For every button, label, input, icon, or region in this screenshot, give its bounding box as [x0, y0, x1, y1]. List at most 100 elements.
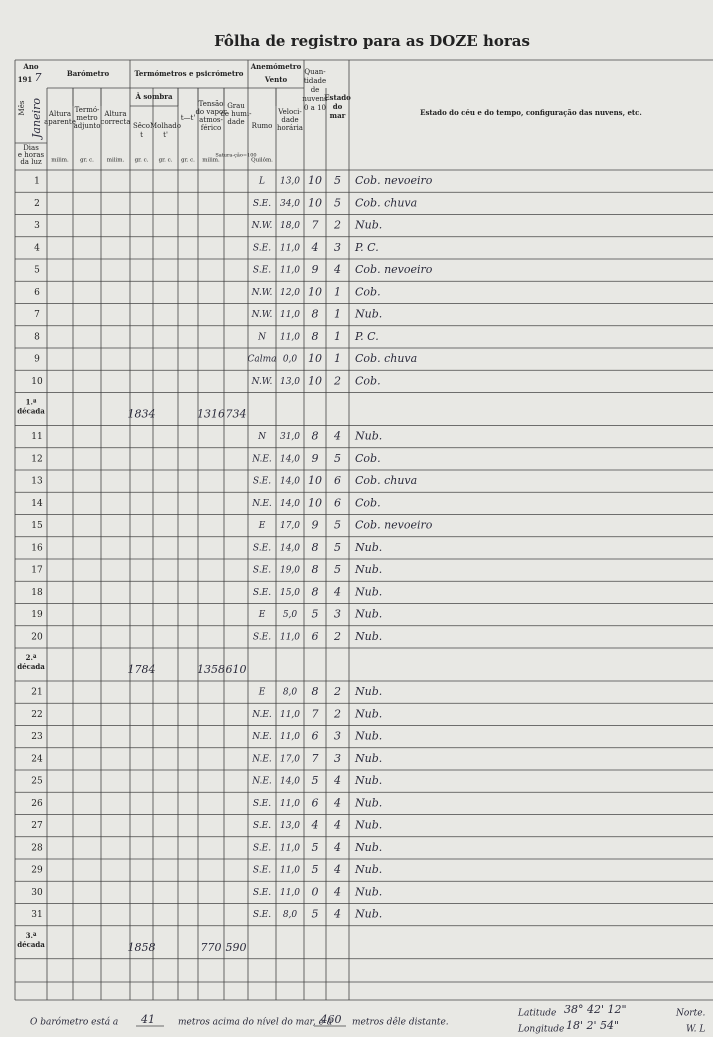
label: Quilóm.	[251, 157, 273, 164]
label: S.E.	[253, 799, 271, 809]
label: 3	[334, 730, 341, 743]
label: Veloci-	[277, 108, 302, 116]
label: Barómetro	[67, 69, 110, 78]
label: Nub.	[354, 730, 382, 743]
label: 8	[312, 585, 319, 598]
label: 9	[312, 452, 319, 465]
label: N.W.	[251, 288, 273, 298]
label: P. C.	[354, 241, 379, 254]
label: 734	[226, 408, 247, 421]
label: 1.ª	[26, 398, 37, 407]
label: 8	[312, 685, 319, 698]
label: E	[258, 688, 266, 698]
label: 19	[31, 610, 43, 620]
label: 11,0	[280, 799, 300, 809]
label: 11,0	[280, 243, 300, 253]
label: Estado	[324, 93, 351, 102]
label: 6	[34, 288, 40, 298]
label: 610	[226, 663, 247, 676]
label: Ano	[22, 62, 39, 71]
label: 460	[320, 1013, 342, 1026]
label: 14	[31, 499, 43, 509]
label: 10	[308, 374, 322, 387]
label: 8	[312, 541, 319, 554]
label: mar	[330, 111, 346, 120]
label: milim.	[202, 158, 220, 164]
label: t'	[163, 131, 168, 139]
label: S.E.	[253, 566, 271, 576]
label: S.E.	[253, 843, 271, 853]
label: 1	[334, 352, 341, 365]
label: 11,0	[280, 888, 300, 898]
label: 1834	[128, 408, 156, 421]
label: 1358	[197, 663, 225, 676]
label: 28	[31, 843, 43, 853]
label: adjunto	[74, 122, 101, 130]
label: 770	[201, 941, 222, 954]
label: 11,0	[280, 266, 300, 276]
label: 5	[312, 863, 319, 876]
label: 4	[333, 908, 341, 921]
label: 8	[312, 330, 319, 343]
label: 27	[31, 821, 43, 831]
label: N	[257, 332, 267, 342]
label: t	[140, 131, 143, 139]
label: Nub.	[354, 774, 382, 787]
label: Nub.	[354, 608, 382, 621]
label: N.W.	[251, 377, 273, 387]
label: 9	[312, 263, 319, 276]
label: t—t'	[181, 114, 196, 122]
label: Rumo	[252, 122, 273, 130]
label: Cob.	[355, 496, 381, 509]
label: Nub.	[354, 819, 382, 832]
label: nuvens	[302, 95, 328, 103]
label: 11,0	[280, 732, 300, 742]
label: S.E.	[253, 477, 271, 487]
label: N.E.	[251, 499, 272, 509]
label: 3	[334, 752, 341, 765]
title: Fôlha de registro para as DOZE horas	[214, 32, 530, 50]
label: 7	[312, 752, 319, 765]
label: Nub.	[354, 541, 382, 554]
label: Termó-	[75, 106, 100, 114]
label: 11,0	[280, 866, 300, 876]
label: 10	[31, 377, 43, 387]
label: 23	[31, 732, 43, 742]
label: de	[311, 86, 320, 94]
label: década	[17, 940, 45, 949]
label: década	[17, 662, 45, 671]
label: 14,0	[280, 477, 300, 487]
label: 4	[333, 774, 341, 787]
label: 17,0	[280, 521, 300, 531]
label: 15,0	[280, 588, 300, 598]
label: 10	[308, 496, 322, 509]
label: 24	[31, 754, 43, 764]
label: 5	[334, 196, 341, 209]
label: 19,0	[280, 566, 300, 576]
label: 14,0	[280, 499, 300, 509]
label: 5,0	[283, 610, 298, 620]
label: 2	[333, 630, 341, 643]
label: 11,0	[280, 332, 300, 342]
label: 3	[34, 221, 40, 231]
label: N.E.	[251, 777, 272, 787]
label: 191	[18, 75, 33, 84]
label: 6	[334, 474, 341, 487]
label: correcta	[101, 118, 131, 126]
label: 10	[308, 174, 322, 187]
label: 5	[334, 452, 341, 465]
label: 7	[312, 219, 319, 232]
label: 2	[333, 685, 341, 698]
label: Satura-ção=100	[215, 152, 256, 159]
label: 12,0	[280, 288, 300, 298]
label: Cob. chuva	[355, 352, 417, 365]
label: 11,0	[280, 710, 300, 720]
label: 38° 42' 12"	[564, 1003, 627, 1016]
label: N.E.	[251, 754, 272, 764]
label: S.E.	[253, 821, 271, 831]
label: 11,0	[280, 632, 300, 642]
label: 16	[31, 543, 43, 553]
label: horária	[277, 124, 303, 132]
label: 31,0	[280, 432, 300, 442]
